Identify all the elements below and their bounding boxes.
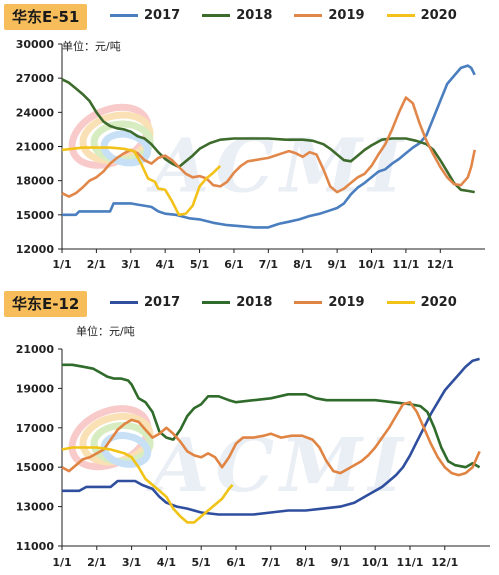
x-tick-label: 7/1: [261, 556, 280, 569]
x-tick-label: 8/1: [296, 556, 315, 569]
legend-label: 2018: [236, 8, 273, 23]
y-tick-label: 15000: [16, 461, 55, 474]
legend-swatch-2017: [110, 14, 138, 17]
legend-label: 2020: [420, 295, 457, 310]
legend: 2017 2018 2019 2020: [110, 295, 457, 310]
legend-label: 2018: [236, 295, 273, 310]
watermark-swirl: [100, 130, 152, 167]
x-tick-label: 1/1: [52, 258, 71, 271]
legend-swatch-2018: [202, 301, 231, 304]
legend: 2017 2018 2019 2020: [110, 8, 457, 23]
legend-item: 2018: [202, 295, 272, 310]
y-tick-label: 17000: [16, 422, 55, 435]
y-tick-label: 21000: [16, 343, 55, 356]
legend-label: 2017: [144, 295, 181, 310]
y-tick-label: 27000: [16, 72, 55, 85]
series-line-2020: [61, 446, 234, 524]
x-tick-label: 4/1: [156, 258, 175, 271]
legend-swatch-2019: [294, 14, 323, 17]
legend-label: 2020: [420, 8, 457, 23]
x-tick-label: 5/1: [192, 556, 211, 569]
series-line-2017: [62, 64, 476, 229]
chart-panel-e51: 华东E-51 2017 2018 2019 2020 单位：元/吨 ACMI 30…: [0, 0, 499, 287]
x-tick-label: 9/1: [327, 258, 346, 271]
series-line-2018: [61, 78, 475, 194]
legend-swatch-2017: [110, 301, 138, 304]
x-tick-label: 8/1: [293, 258, 312, 271]
legend-label: 2017: [144, 8, 181, 23]
x-tick-label: 7/1: [259, 258, 278, 271]
legend-item: 2020: [386, 8, 457, 23]
legend-item: 2018: [202, 8, 272, 23]
legend-label: 2019: [328, 295, 365, 310]
x-tick-label: 12/1: [427, 258, 454, 271]
series-line-2019: [61, 400, 481, 477]
x-tick-label: 10/1: [362, 556, 389, 569]
legend-swatch-2019: [294, 301, 323, 304]
x-tick-label: 9/1: [331, 556, 350, 569]
x-tick-label: 6/1: [224, 258, 243, 271]
legend-item: 2017: [110, 295, 180, 310]
y-tick-label: 19000: [16, 382, 55, 395]
unit-label: 单位：元/吨: [76, 325, 135, 338]
legend-label: 2019: [328, 8, 365, 23]
legend-swatch-2018: [202, 14, 231, 17]
x-tick-label: 11/1: [392, 258, 419, 271]
watermark-swirl: [100, 432, 152, 468]
y-tick-label: 18000: [16, 175, 55, 188]
y-tick-label: 15000: [16, 209, 55, 222]
y-tick-label: 11000: [16, 540, 55, 553]
x-tick-label: 12/1: [431, 556, 458, 569]
watermark-logo: ACMI: [68, 103, 403, 210]
chart-panel-e12: 华东E-12 2017 2018 2019 2020 单位：元/吨 ACMI 21…: [0, 287, 499, 575]
x-tick-label: 11/1: [396, 556, 423, 569]
unit-label: 单位：元/吨: [62, 40, 121, 53]
legend-item: 2017: [110, 8, 180, 23]
x-tick-label: 6/1: [226, 556, 245, 569]
y-tick-label: 21000: [16, 141, 55, 154]
x-tick-label: 4/1: [157, 556, 176, 569]
legend-item: 2019: [294, 295, 365, 310]
x-tick-label: 2/1: [87, 556, 106, 569]
legend-item: 2020: [386, 295, 457, 310]
y-tick-label: 12000: [16, 243, 55, 256]
series-line-2018: [62, 363, 481, 469]
series-line-2020: [61, 146, 222, 217]
x-tick-label: 1/1: [52, 556, 71, 569]
watermark-text: ACMI: [146, 423, 409, 509]
y-tick-label: 24000: [16, 106, 55, 119]
y-tick-label: 30000: [16, 38, 55, 51]
line-chart-e51: ACMI 30000 27000 24000 21000 18000 15000 12000 1…: [16, 38, 485, 271]
legend-swatch-2020: [386, 14, 415, 17]
watermark-logo: ACMI: [68, 405, 409, 509]
y-tick-label: 13000: [16, 501, 55, 514]
x-tick-label: 2/1: [87, 258, 106, 271]
line-chart-e12: ACMI 21000 19000 17000 15000 13000 11000 1/1 2/1…: [16, 343, 490, 569]
legend-swatch-2020: [386, 301, 415, 304]
x-tick-label: 10/1: [358, 258, 385, 271]
legend-item: 2019: [294, 8, 365, 23]
series-line-2017: [62, 357, 480, 516]
x-tick-label: 3/1: [121, 258, 140, 271]
x-tick-label: 3/1: [122, 556, 141, 569]
x-tick-label: 5/1: [190, 258, 209, 271]
chart-title: 华东E-51: [4, 4, 88, 30]
chart-title: 华东E-12: [4, 291, 88, 317]
